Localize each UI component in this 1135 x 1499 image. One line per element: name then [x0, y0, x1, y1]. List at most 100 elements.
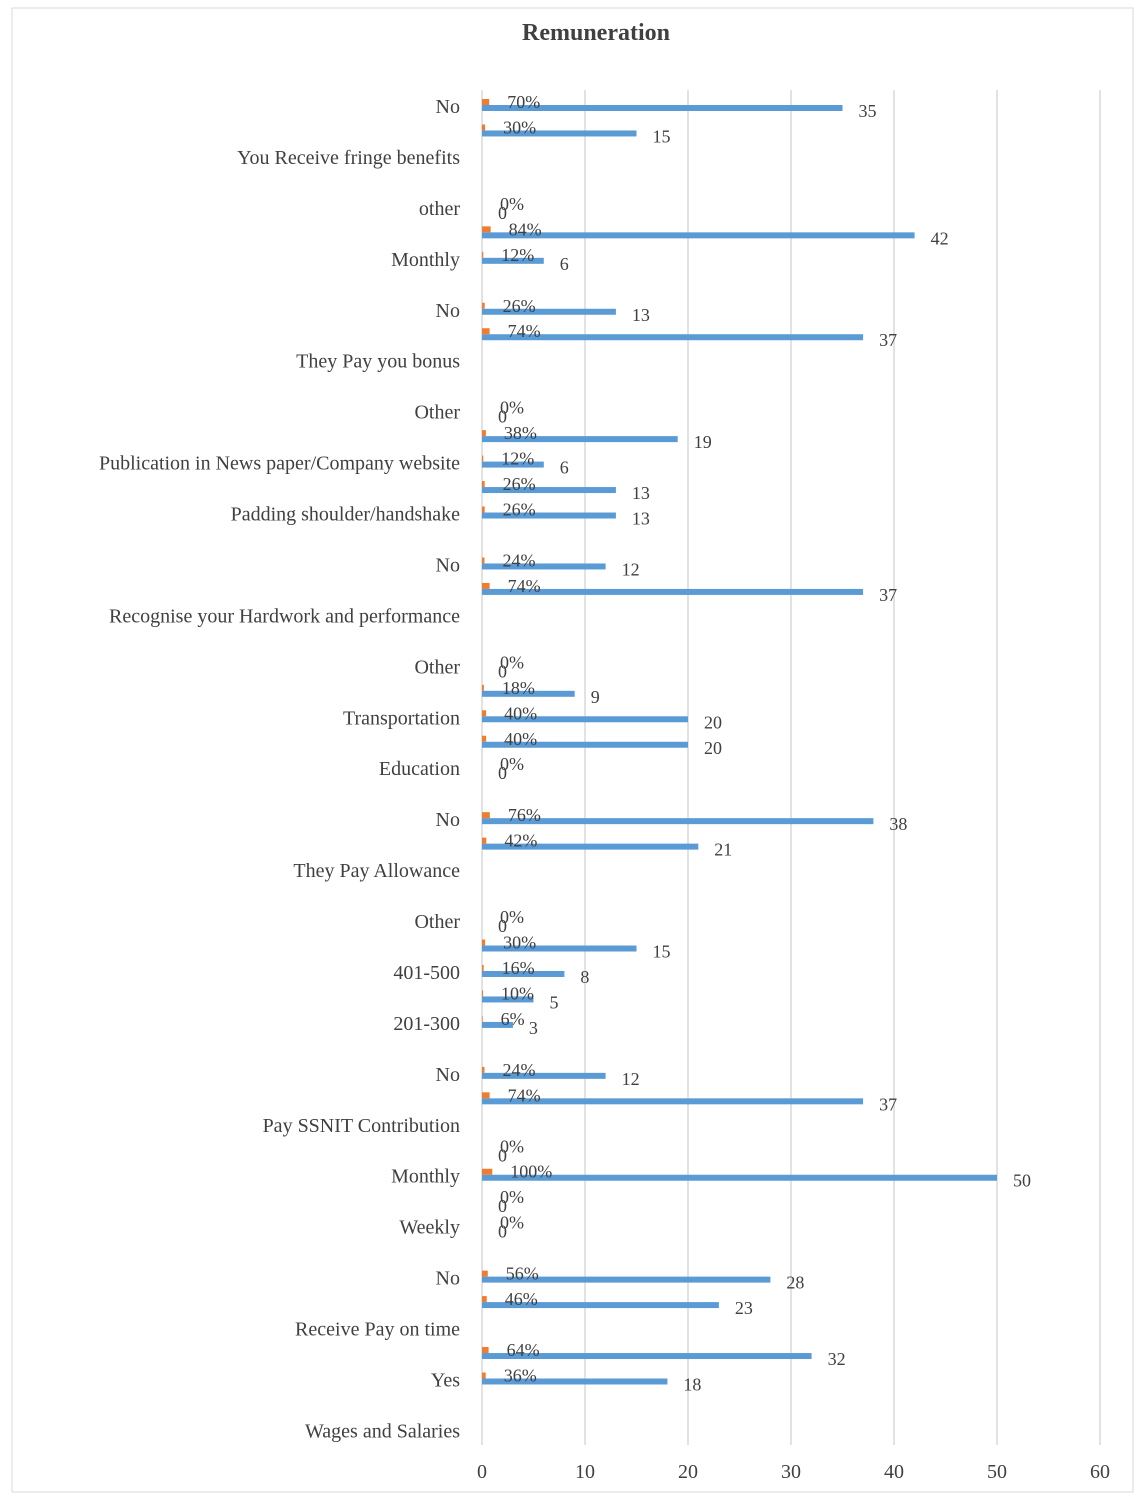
bar: [482, 257, 544, 264]
data-label: 13: [632, 483, 650, 503]
y-tick-label: Publication in News paper/Company websit…: [99, 453, 460, 475]
bar: [482, 843, 699, 850]
bar: [482, 1302, 719, 1309]
data-label: 56%: [506, 1264, 539, 1284]
data-label: 37: [879, 585, 897, 605]
data-label: 32: [828, 1349, 846, 1369]
y-tick-label: No: [436, 554, 460, 576]
data-label: 12%: [501, 245, 534, 265]
bar: [482, 455, 484, 462]
y-tick-label: Other: [414, 402, 460, 424]
bar: [482, 105, 843, 111]
data-label: 64%: [507, 1340, 540, 1360]
y-tick-label: Weekly: [399, 1217, 460, 1239]
chart-title: Remuneration: [522, 20, 670, 46]
bar: [482, 1296, 487, 1303]
data-label: 24%: [502, 550, 535, 570]
data-label: 100%: [510, 1162, 552, 1182]
y-tick-label: No: [436, 809, 460, 831]
bar: [482, 837, 487, 844]
data-label: 74%: [508, 576, 541, 596]
bar: [482, 430, 486, 437]
bar: [482, 563, 606, 570]
x-tick-label: 0: [477, 1461, 487, 1483]
data-label: 37: [879, 1094, 897, 1114]
bar: [482, 308, 616, 315]
data-label: 38: [889, 814, 907, 834]
data-label: 18: [683, 1375, 701, 1395]
bar: [482, 1092, 490, 1099]
y-tick-label: Monthly: [391, 249, 460, 271]
data-label: 0%: [500, 1136, 524, 1156]
data-label: 3: [529, 1018, 538, 1038]
y-tick-label: Other: [414, 911, 460, 933]
y-tick-label: 201-300: [393, 1013, 460, 1035]
y-tick-label: Yes: [431, 1370, 460, 1392]
bar: [482, 124, 486, 131]
y-tick-label: You Receive fringe benefits: [237, 147, 460, 169]
data-label: 10%: [501, 983, 534, 1003]
y-tick-label: Receive Pay on time: [295, 1319, 460, 1341]
data-label: 42: [931, 228, 949, 248]
bar: [482, 1066, 485, 1073]
data-label: 70%: [507, 92, 540, 112]
data-label: 20: [704, 712, 722, 732]
data-label: 0%: [500, 1187, 524, 1207]
data-label: 28: [786, 1273, 804, 1293]
bar: [482, 812, 490, 819]
data-label: 0%: [500, 1213, 524, 1233]
bar: [482, 328, 490, 335]
data-label: 18%: [502, 678, 535, 698]
data-label: 24%: [502, 1060, 535, 1080]
bar: [482, 818, 874, 825]
data-label: 40%: [504, 729, 537, 749]
bar: [482, 1276, 771, 1283]
y-tick-label: Pay SSNIT Contribution: [263, 1115, 460, 1137]
data-label: 6: [560, 254, 569, 274]
bar: [482, 1015, 483, 1022]
data-label: 0: [498, 203, 507, 223]
bar: [482, 487, 616, 494]
data-label: 21: [714, 840, 732, 860]
y-tick-label: Education: [379, 758, 460, 780]
data-label: 0%: [500, 907, 524, 927]
bar: [482, 582, 490, 589]
data-label: 16%: [502, 958, 535, 978]
data-label: 13: [632, 305, 650, 325]
y-tick-label: Monthly: [391, 1166, 460, 1188]
x-tick-label: 20: [678, 1461, 698, 1483]
data-label: 35: [859, 101, 877, 121]
bar: [482, 461, 544, 468]
data-label: 76%: [508, 805, 541, 825]
y-tick-label: They Pay you bonus: [296, 351, 460, 373]
chart-border: [11, 7, 1134, 1493]
data-label: 6%: [501, 1009, 525, 1029]
y-tick-label: No: [436, 300, 460, 322]
bar: [482, 334, 864, 341]
y-tick-label: No: [436, 1268, 460, 1290]
bar: [482, 226, 491, 233]
y-tick-label: No: [436, 96, 460, 118]
data-label: 0: [498, 661, 507, 681]
bar: [482, 741, 688, 748]
data-label: 15: [653, 126, 671, 146]
data-label: 0%: [500, 652, 524, 672]
data-label: 0: [498, 916, 507, 936]
bar: [482, 232, 915, 239]
data-label: 13: [632, 509, 650, 529]
data-label: 20: [704, 738, 722, 758]
data-label: 84%: [509, 219, 542, 239]
bar: [482, 945, 637, 952]
bar: [482, 996, 534, 1003]
bar: [482, 1270, 488, 1277]
bar: [482, 735, 487, 742]
data-label: 46%: [505, 1289, 538, 1309]
data-label: 26%: [503, 500, 536, 520]
bar: [482, 557, 485, 564]
data-label: 74%: [508, 321, 541, 341]
data-label: 5: [550, 992, 559, 1012]
y-tick-label: Recognise your Hardwork and performance: [109, 605, 460, 627]
bar: [482, 1347, 489, 1354]
data-label: 0: [498, 1145, 507, 1165]
